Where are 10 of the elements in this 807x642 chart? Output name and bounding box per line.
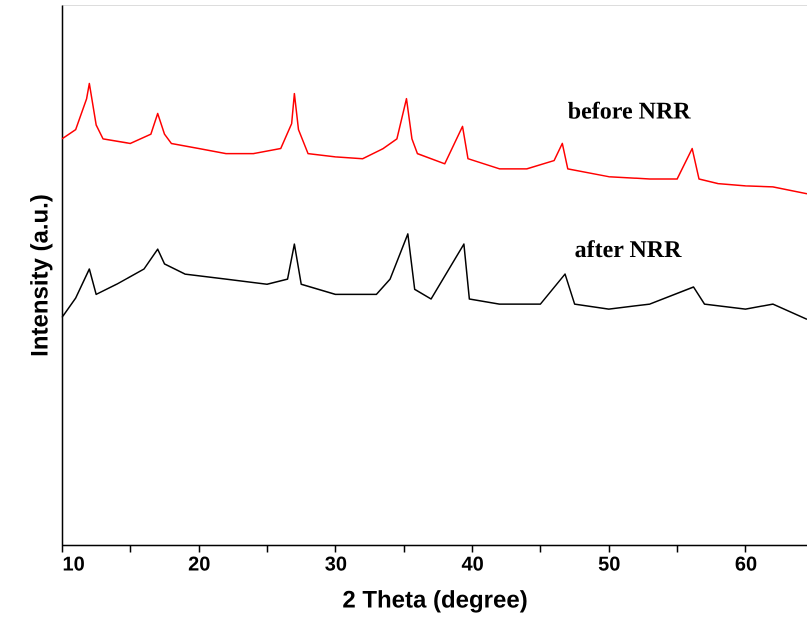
x-tick-label: 60	[734, 554, 758, 576]
x-tick-label: 30	[324, 554, 348, 576]
x-tick-label: 20	[188, 554, 210, 576]
x-tick-label: 50	[598, 554, 620, 576]
y-axis-title: Intensity (a.u.)	[26, 194, 54, 357]
series-label: before NRR	[568, 98, 692, 125]
x-axis-title: 2 Theta (degree)	[342, 586, 528, 614]
x-tick-label: 40	[461, 554, 484, 576]
x-tick-label: 10	[62, 554, 85, 576]
series-label: after NRR	[574, 237, 682, 264]
